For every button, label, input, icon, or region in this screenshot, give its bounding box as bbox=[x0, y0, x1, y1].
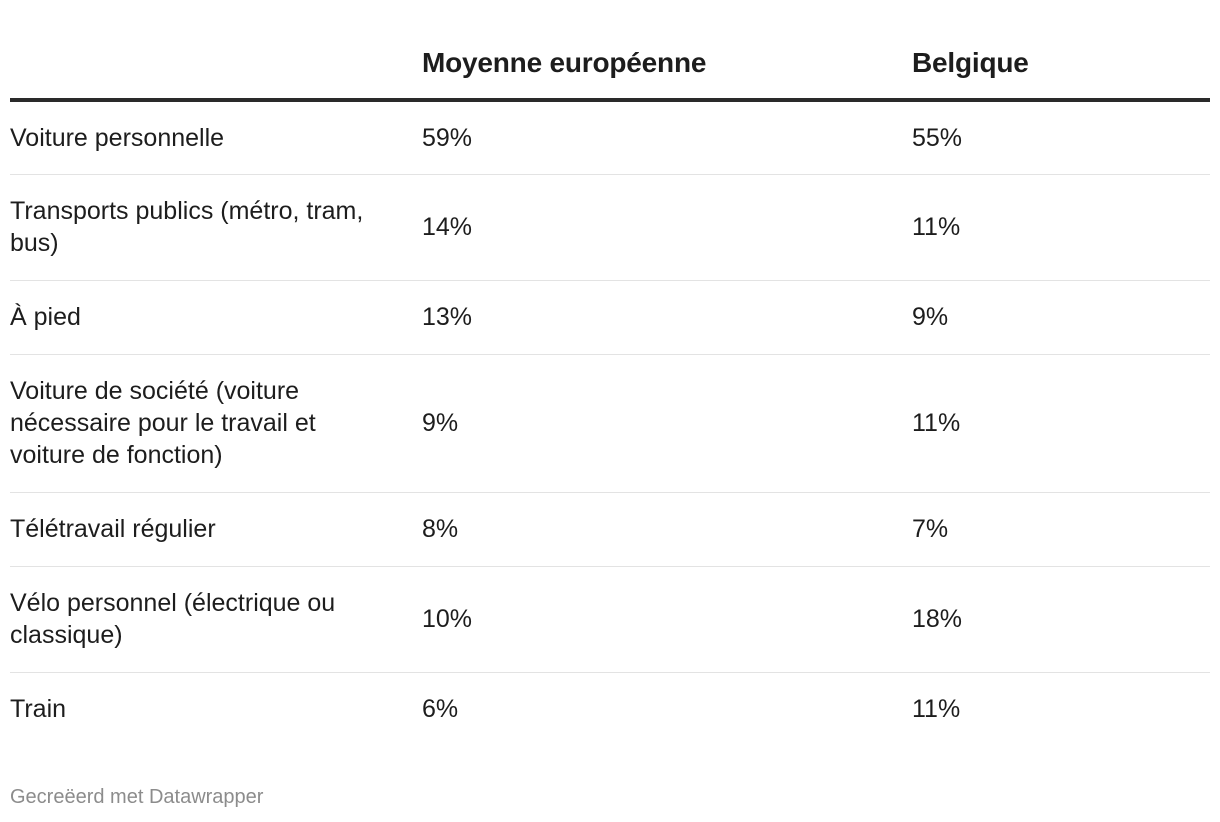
value-european-average: 59% bbox=[422, 100, 912, 175]
value-european-average: 9% bbox=[422, 354, 912, 493]
value-belgium: 18% bbox=[912, 566, 1210, 673]
table-row: Train 6% 11% bbox=[10, 672, 1210, 746]
table-row: Voiture de société (voiture nécessaire p… bbox=[10, 354, 1210, 493]
row-label: À pied bbox=[10, 280, 422, 355]
value-european-average: 13% bbox=[422, 280, 912, 355]
value-belgium: 11% bbox=[912, 695, 961, 724]
value-european-average: 10% bbox=[422, 566, 912, 673]
value-belgium: 7% bbox=[912, 492, 1210, 567]
row-label: Transports publics (métro, tram, bus) bbox=[10, 174, 422, 281]
table-row: Télétravail régulier 8% 7% bbox=[10, 492, 1210, 567]
header-label-column bbox=[10, 28, 422, 102]
value-belgium: 9% bbox=[912, 280, 1210, 355]
table-row: Transports publics (métro, tram, bus) 14%… bbox=[10, 174, 1210, 281]
table-body: Voiture personnelle 59% 55% Transports publ… bbox=[10, 100, 1210, 746]
row-label: Train bbox=[10, 695, 67, 724]
data-table: Moyenne européenne Belgique Voiture pers… bbox=[10, 28, 1210, 746]
datawrapper-credit: Gecreëerd met Datawrapper bbox=[10, 786, 264, 808]
row-label: Voiture de société (voiture nécessaire p… bbox=[10, 354, 422, 493]
data-table-container: Moyenne européenne Belgique Voiture pers… bbox=[10, 28, 1210, 746]
row-label: Vélo personnel (électrique ou classique) bbox=[10, 566, 422, 673]
value-belgium: 11% bbox=[912, 174, 1210, 281]
value-european-average: 8% bbox=[422, 492, 912, 567]
value-european-average: 6% bbox=[422, 695, 459, 724]
table-header: Moyenne européenne Belgique bbox=[10, 28, 1210, 102]
table-row: À pied 13% 9% bbox=[10, 280, 1210, 355]
value-belgium: 55% bbox=[912, 100, 1210, 175]
header-belgium: Belgique bbox=[912, 28, 1210, 102]
value-european-average: 14% bbox=[422, 174, 912, 281]
table-row: Vélo personnel (électrique ou classique)… bbox=[10, 566, 1210, 673]
header-european-average: Moyenne européenne bbox=[422, 28, 912, 102]
header-row: Moyenne européenne Belgique bbox=[10, 28, 1210, 102]
row-label: Télétravail régulier bbox=[10, 492, 422, 567]
row-label: Voiture personnelle bbox=[10, 100, 422, 175]
table-row: Voiture personnelle 59% 55% bbox=[10, 100, 1210, 175]
value-belgium: 11% bbox=[912, 354, 1210, 493]
